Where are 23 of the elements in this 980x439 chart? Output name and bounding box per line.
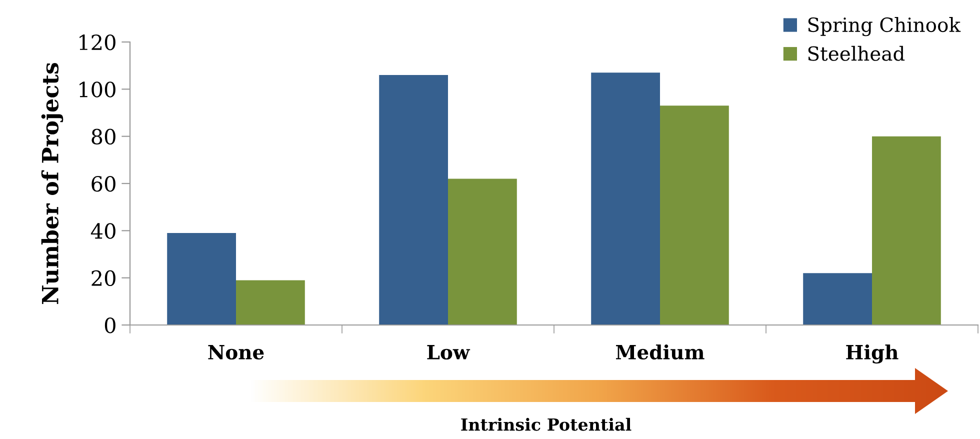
y-axis-title: Number of Projects	[41, 62, 64, 304]
y-tick-label: 80	[92, 128, 116, 145]
bar	[167, 233, 236, 325]
legend-label: Spring Chinook	[808, 17, 961, 36]
x-tick-label: Medium	[616, 344, 704, 360]
y-tick-label: 100	[80, 82, 116, 98]
y-tick-label: 40	[90, 223, 116, 239]
y-tick-label: 0	[104, 317, 116, 334]
bar	[803, 273, 872, 325]
legend-label: Steelhead	[808, 46, 905, 61]
bar	[872, 136, 941, 325]
bar	[448, 178, 517, 325]
x-tick-label: Low	[427, 345, 470, 360]
bar	[236, 280, 305, 325]
y-tick-label: 60	[92, 176, 116, 192]
x-tick-label: None	[208, 345, 264, 360]
bar	[591, 72, 660, 325]
x-tick-label: High	[846, 344, 898, 364]
y-tick-label: 120	[80, 34, 116, 50]
y-tick-label: 20	[92, 270, 116, 286]
x-axis-title: Intrinsic Potential	[461, 418, 632, 431]
bar	[379, 75, 448, 325]
bar	[660, 106, 729, 325]
